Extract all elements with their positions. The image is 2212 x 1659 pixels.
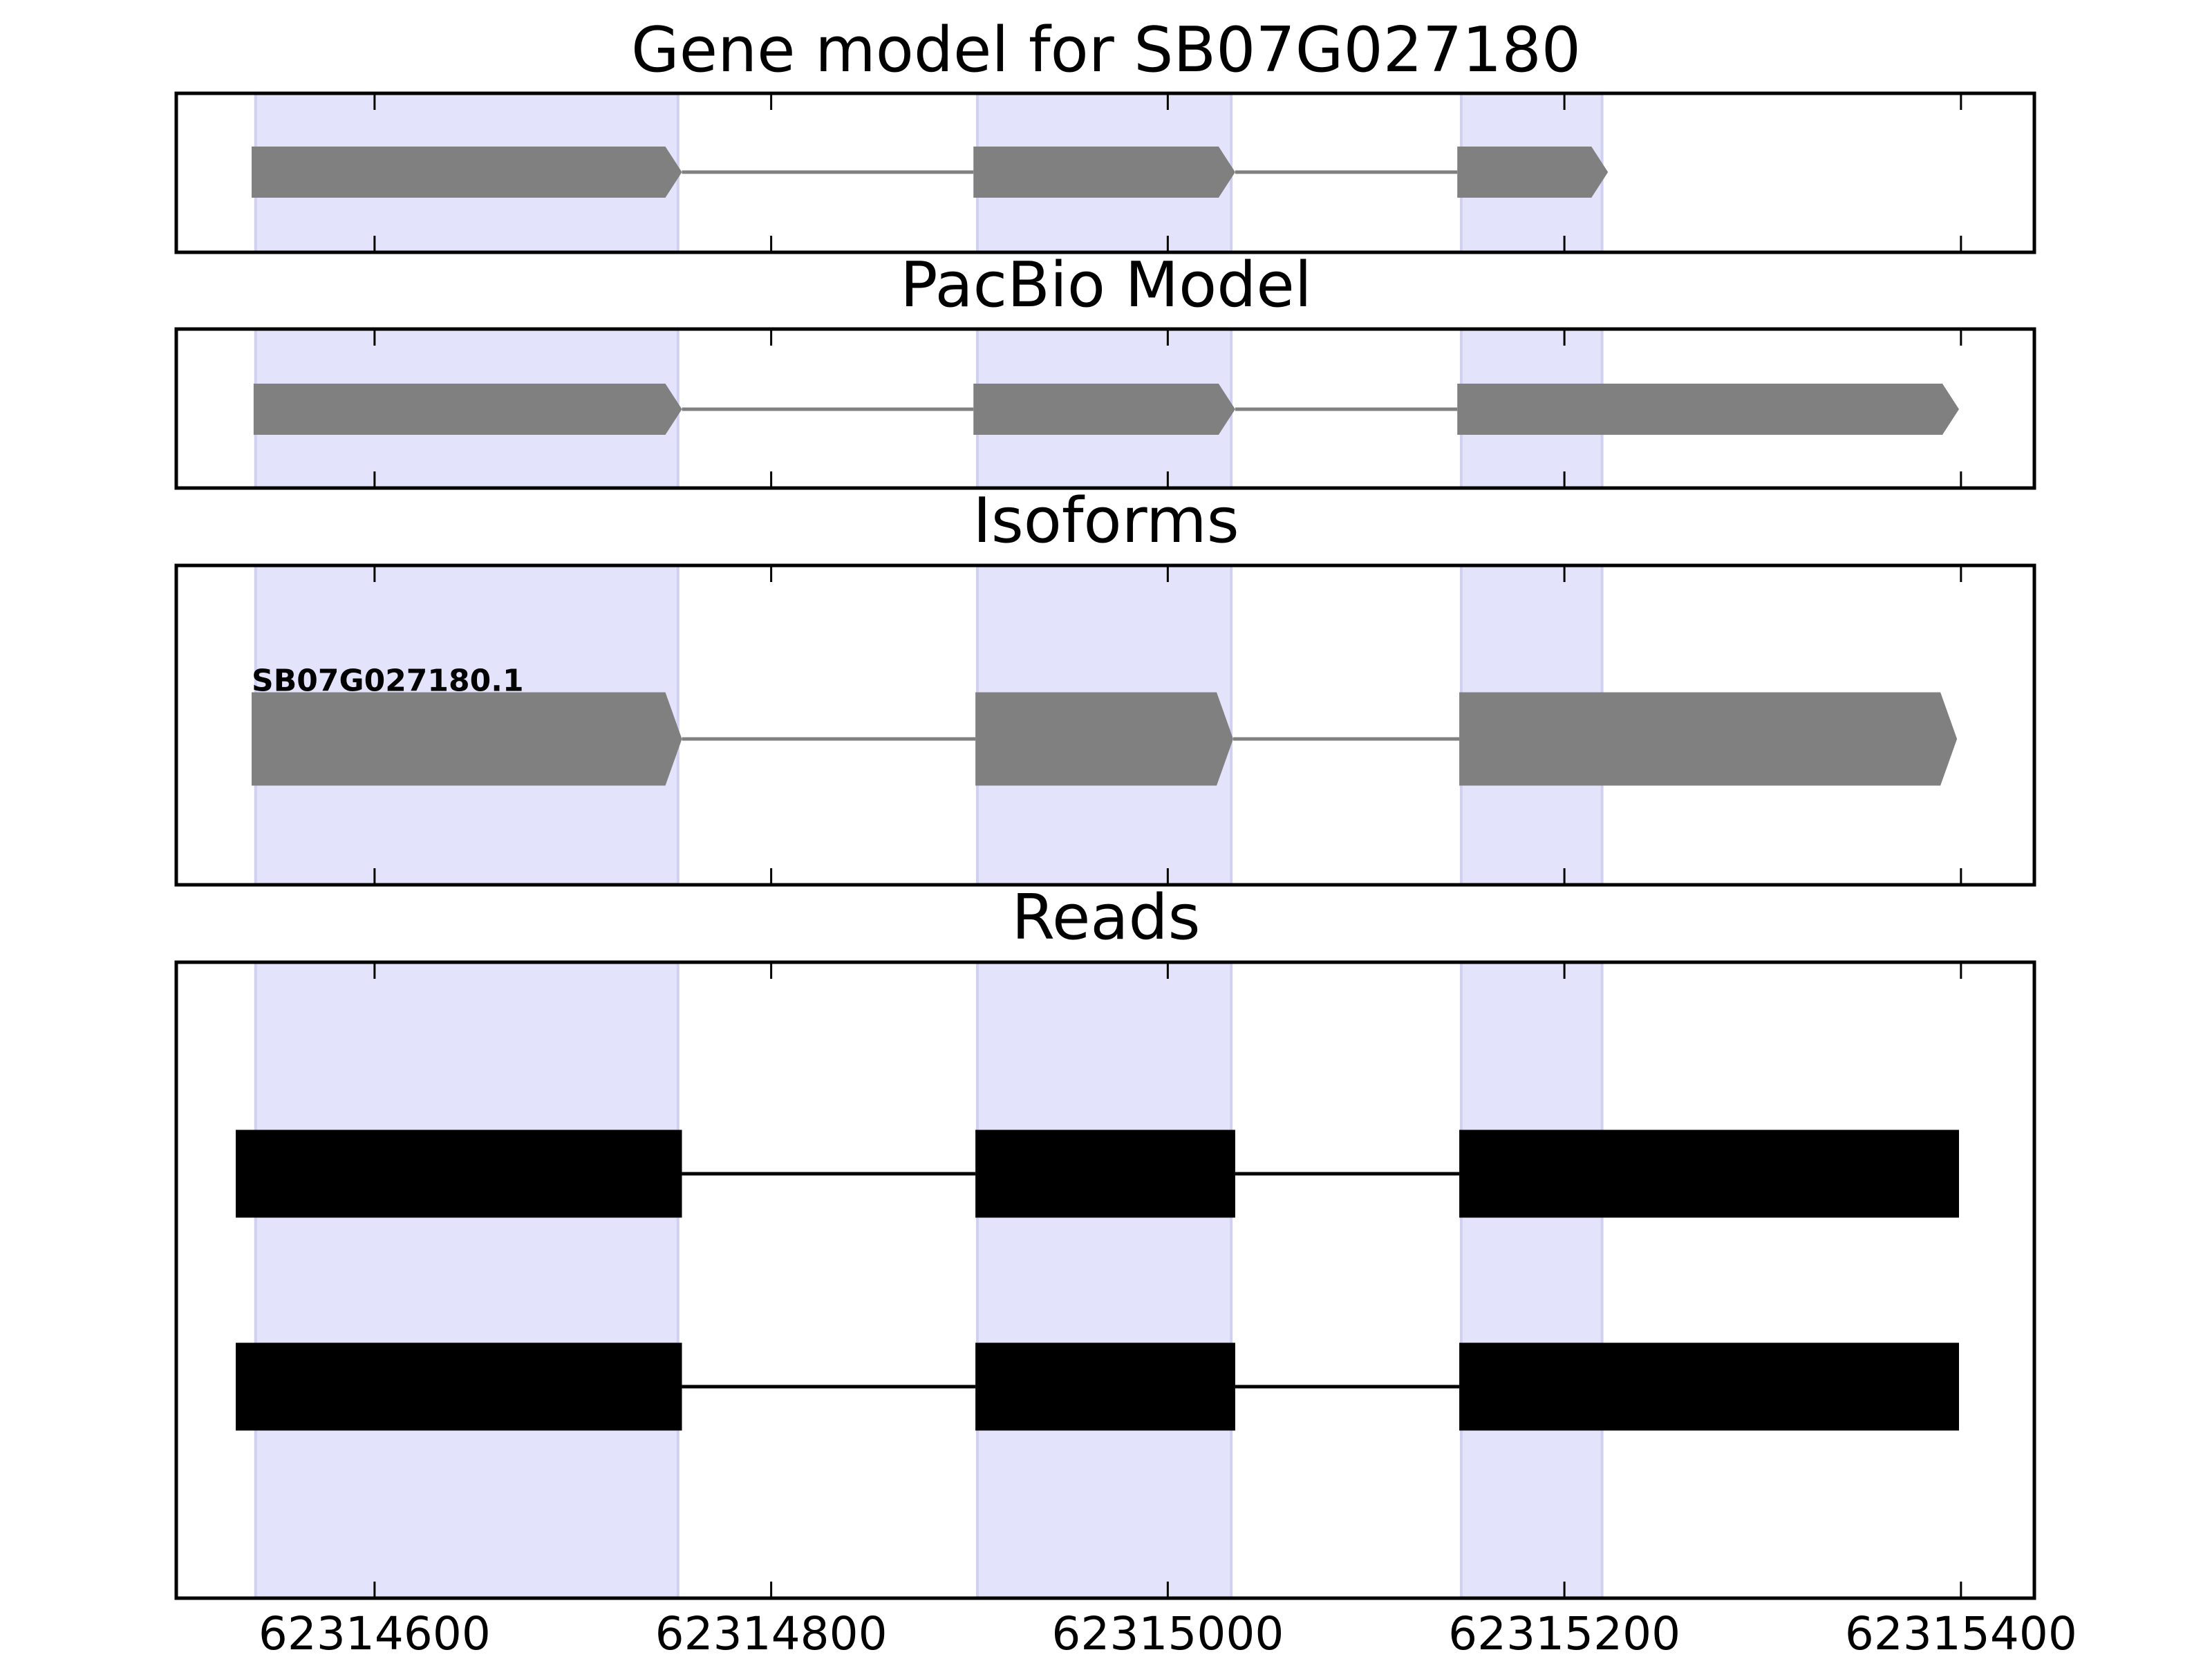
exon [1457, 147, 1609, 198]
exon [1459, 692, 1958, 786]
panel-title: Isoforms [973, 485, 1239, 557]
x-tick-label: 62315400 [1845, 1607, 2077, 1659]
panel-title: PacBio Model [900, 249, 1312, 321]
exon [253, 384, 682, 435]
read-block [975, 1130, 1235, 1218]
x-tick-label: 62315200 [1448, 1607, 1680, 1659]
exon [252, 692, 682, 786]
read-block [1459, 1130, 1959, 1218]
exon [1457, 384, 1959, 435]
panel-frame [174, 960, 2036, 1600]
read-block [236, 1130, 682, 1218]
exon [252, 147, 682, 198]
exon [973, 147, 1235, 198]
x-tick-label: 62315000 [1051, 1607, 1284, 1659]
highlight [1459, 961, 1604, 1600]
highlight [254, 961, 679, 1600]
x-tick-label: 62314800 [655, 1607, 888, 1659]
read-block [236, 1342, 682, 1431]
panel-frame [174, 91, 2036, 254]
panel-title: Reads [1011, 881, 1200, 954]
read-block [975, 1342, 1235, 1431]
x-tick-label: 62314600 [259, 1607, 491, 1659]
panel-frame [174, 563, 2036, 887]
highlight [975, 961, 1233, 1600]
read-block [1459, 1342, 1959, 1431]
panel-title: Gene model for SB07G027180 [631, 14, 1581, 86]
panel-frame [174, 327, 2036, 490]
isoform-label: SB07G027180.1 [252, 664, 524, 699]
exon [973, 384, 1235, 435]
exon [975, 692, 1234, 786]
